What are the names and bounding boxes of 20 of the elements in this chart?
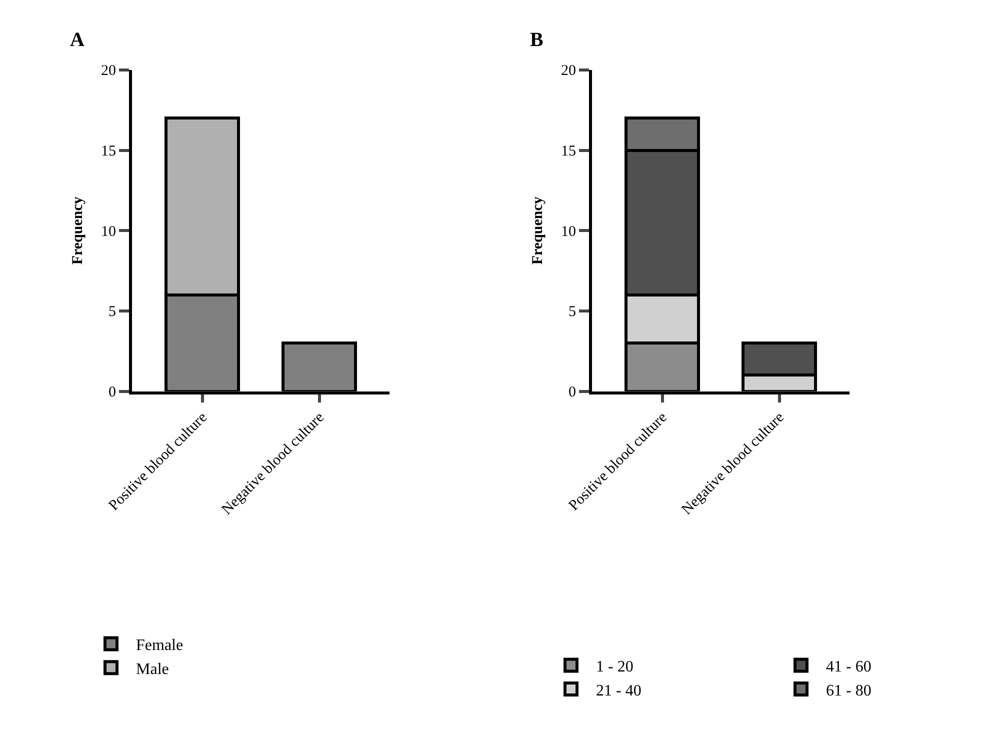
y-tick-label: 10 [561, 224, 576, 240]
legend-label: Male [136, 660, 169, 678]
chart-title: A [70, 29, 85, 51]
y-tick-label: 5 [108, 304, 116, 320]
y-tick-label: 15 [561, 144, 576, 160]
y-axis-title: Frequency [530, 196, 546, 265]
y-tick-label: 20 [561, 63, 576, 80]
legend-label: 21 - 40 [596, 682, 642, 700]
y-tick-label: 0 [568, 384, 576, 401]
y-tick-label: 5 [568, 304, 576, 320]
legend-label: Female [136, 637, 184, 654]
legend-label: 61 - 80 [826, 682, 872, 700]
y-axis-title: Frequency [70, 196, 86, 265]
chart-title: B [530, 29, 544, 51]
y-tick-label: 10 [101, 224, 116, 240]
legend-label: 1 - 20 [596, 658, 634, 676]
y-tick-label: 20 [101, 63, 116, 80]
y-tick-label: 0 [108, 384, 116, 401]
legend-label: 41 - 60 [826, 658, 872, 676]
y-tick-label: 15 [101, 144, 116, 160]
